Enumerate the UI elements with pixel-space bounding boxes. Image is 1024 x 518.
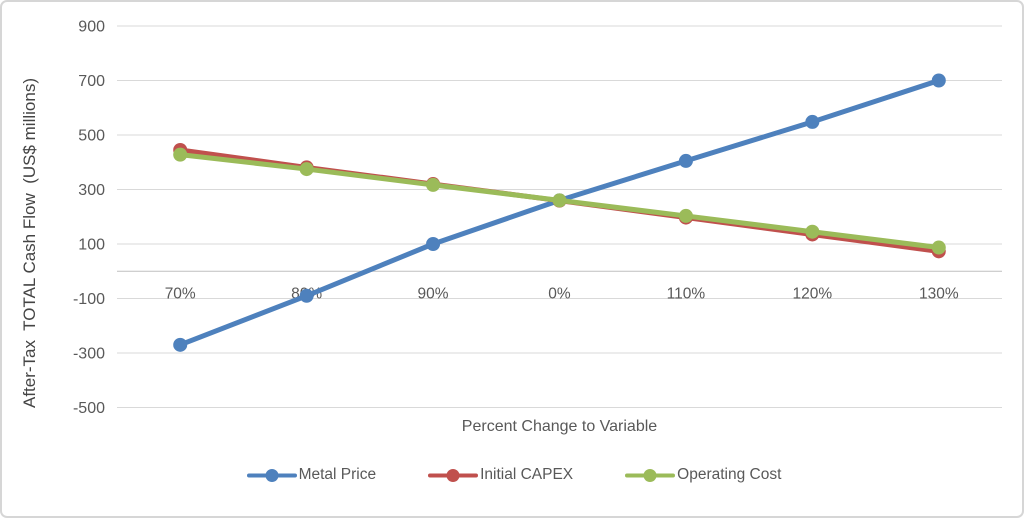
legend-label: Metal Price	[298, 466, 377, 483]
y-tick-label: 300	[78, 182, 105, 199]
legend-label: Operating Cost	[677, 466, 782, 483]
legend-marker-icon	[246, 468, 297, 482]
data-point-marker	[931, 73, 946, 88]
x-tick-label: 110%	[667, 285, 706, 302]
x-tick-label: 90%	[418, 285, 449, 302]
y-tick-label: -500	[73, 400, 105, 417]
legend-marker-icon	[625, 468, 676, 482]
y-tick-label: 500	[78, 128, 105, 145]
series-metal-price	[173, 73, 946, 352]
data-point-marker	[805, 114, 820, 129]
legend-label: Initial CAPEX	[480, 466, 574, 483]
legend-item-initial-capex: Initial CAPEX	[428, 466, 573, 484]
y-axis-title: After-Tax TOTAL Cash Flow (US$ millions)	[20, 78, 39, 409]
y-tick-label: -300	[73, 346, 105, 363]
x-tick-label: 70%	[165, 285, 196, 302]
series-operating-cost	[173, 147, 946, 255]
y-tick-label: 900	[78, 19, 105, 36]
data-point-marker	[805, 224, 820, 239]
data-point-marker	[299, 162, 314, 177]
data-point-marker	[678, 208, 693, 223]
data-point-marker	[173, 337, 188, 352]
chart-legend: Metal Price Initial CAPEX Operating Cost	[2, 466, 1022, 484]
y-tick-label: 700	[78, 73, 105, 90]
x-tick-labels: 70%80%90%0%110%120%130%	[165, 285, 959, 302]
y-tick-labels: 900 700 500 300 100 -100 -300 -500	[73, 19, 105, 418]
series-line	[177, 78, 942, 348]
y-tick-label: -100	[73, 291, 105, 308]
data-point-marker	[426, 237, 441, 251]
data-point-marker	[299, 288, 314, 303]
data-point-marker	[552, 193, 567, 208]
legend-marker-icon	[428, 468, 479, 482]
data-point-marker	[426, 177, 441, 192]
gridlines	[117, 25, 1002, 408]
data-point-marker	[173, 147, 188, 162]
data-point-marker	[678, 153, 693, 168]
legend-item-operating-cost: Operating Cost	[625, 466, 781, 484]
data-point-marker	[931, 240, 946, 255]
y-tick-label: 100	[78, 237, 105, 254]
x-tick-label: 120%	[793, 285, 833, 302]
x-axis-title: Percent Change to Variable	[461, 418, 658, 435]
x-tick-label: 130%	[919, 285, 959, 302]
legend-item-metal-price: Metal Price	[246, 466, 377, 484]
x-tick-label: 0%	[548, 285, 571, 302]
